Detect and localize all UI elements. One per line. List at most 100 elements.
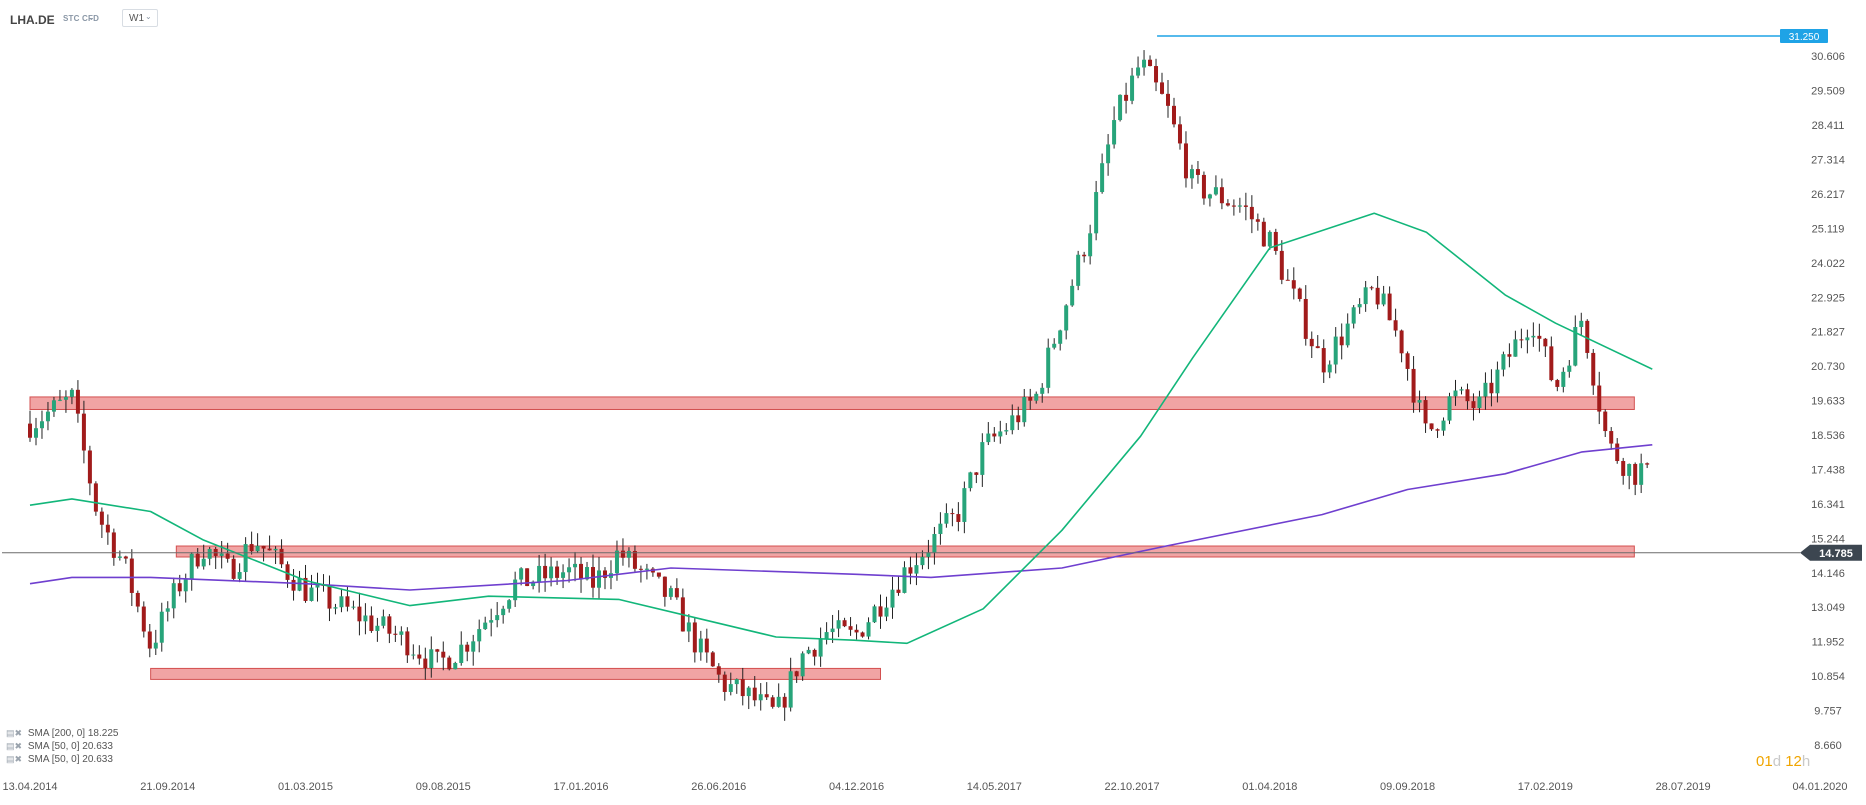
candle-body [980,442,985,475]
candle-body [519,568,524,580]
candle-body [1375,287,1380,305]
candle-body [267,548,272,551]
candle-body [938,523,943,535]
candle-body [1345,323,1350,346]
candle-body [351,606,356,608]
zone-support [175,545,1635,558]
timeframe-select[interactable]: W1 ⌄ [122,9,158,27]
candle-body [1285,279,1290,281]
candle-body [1411,368,1416,403]
candle-body [1459,389,1464,391]
candle-body [153,642,158,649]
y-tick-label: 28.411 [1812,120,1845,132]
candle-body [1160,82,1165,94]
candle-body [453,662,458,670]
candle-body [255,545,260,552]
candle-body [1243,205,1248,207]
candle-body [363,615,368,622]
x-tick-label: 28.07.2019 [1656,781,1711,793]
candle-body [1327,364,1332,373]
toolbar: LHA.DE STC CFD ⌄ W1 ⌄ [0,0,1866,34]
candle-body [1112,120,1117,145]
candle-body [399,631,404,635]
candle-body [986,433,991,443]
candle-body [45,411,50,422]
x-axis: 13.04.2014 21.09.2014 01.03.2015 09.08.2015… [2,781,1847,793]
candle-body [1255,219,1260,222]
candle-body [1052,343,1057,348]
current-price-label: 14.785 [1819,548,1853,560]
x-tick-label: 21.09.2014 [140,781,195,793]
candle-body [561,572,566,578]
candle-body [1339,336,1344,346]
x-tick-label: 17.02.2019 [1518,781,1573,793]
candle-body [1585,320,1590,353]
candle-body [483,622,488,630]
y-tick-label: 13.049 [1811,602,1845,614]
candle-body [495,615,500,621]
y-tick-label: 21.827 [1811,327,1845,339]
candle-body [405,631,410,656]
candle-body [573,563,578,568]
candle-body [1357,304,1362,308]
settings-icon[interactable]: ▤✖ [6,728,23,738]
y-axis: 30.606 29.509 28.411 27.314 26.217 25.119 24.0… [1811,51,1845,752]
candle-body [357,606,362,622]
candle-body [782,696,787,708]
settings-icon[interactable]: ▤✖ [6,741,23,751]
candle-body [525,568,530,587]
candle-body [1231,205,1236,207]
candle-body [866,622,871,637]
candle-body [1207,194,1212,199]
candle-body [1507,354,1512,357]
candle-body [117,556,122,558]
candle-body [1405,353,1410,369]
candle-body [447,657,452,670]
candle-body [1136,67,1141,76]
candle-body [1273,231,1278,251]
candle-body [201,558,206,567]
candle-body [860,632,865,637]
candle-body [1609,431,1614,444]
candle-body [1489,382,1494,394]
candle-body [644,568,649,570]
candle-body [327,585,332,609]
candle-body [842,620,847,627]
candle-body [369,615,374,631]
candle-body [734,679,739,685]
candle-body [531,581,536,587]
legend-text: SMA [50, 0] 20.633 [27,741,113,752]
candle-body [207,548,212,559]
candle-body [818,638,823,657]
legend-item-1[interactable]: ▤✖ SMA [200, 0] 18.225 [6,728,118,739]
symbol-label[interactable]: LHA.DE [10,13,55,27]
candle-body [171,583,176,609]
candle-body [297,577,302,591]
candle-body [1225,203,1230,206]
candle-body [884,607,889,617]
candle-body [1022,397,1027,423]
legend-item-3[interactable]: ▤✖ SMA [50, 0] 20.633 [6,754,113,765]
candle-body [123,556,128,559]
candle-body [662,576,667,597]
legend-item-2[interactable]: ▤✖ SMA [50, 0] 20.633 [6,741,113,752]
settings-icon[interactable]: ▤✖ [6,754,23,764]
candle-body [806,649,811,654]
candle-body [225,553,230,559]
candle-body [1118,94,1123,121]
timeframe-value: W1 [129,13,144,24]
candle-body [1297,288,1302,299]
y-tick-label: 17.438 [1811,464,1845,476]
candle-body [585,567,590,580]
instrument-label[interactable]: STC CFD [63,14,100,23]
x-tick-label: 04.01.2020 [1792,781,1847,793]
candle-body [1004,430,1009,432]
candle-body [1213,187,1218,195]
candle-body [1555,380,1560,387]
candle-body [1148,59,1153,67]
candle-body [1183,143,1188,179]
candle-body [1333,336,1338,365]
chevron-down-icon[interactable]: ⌄ [88,13,95,22]
y-tick-label: 27.314 [1811,155,1845,167]
